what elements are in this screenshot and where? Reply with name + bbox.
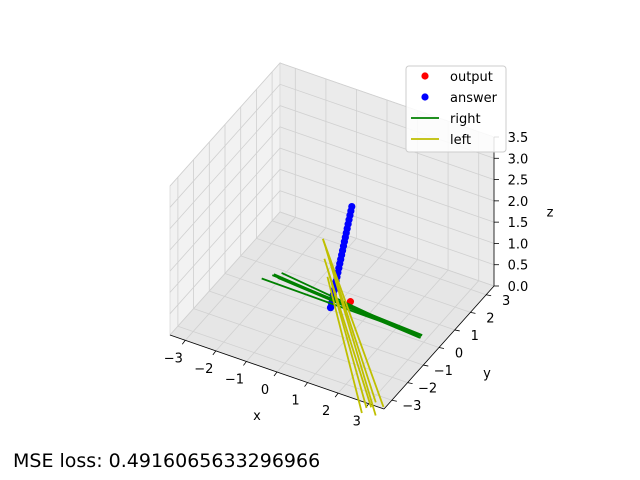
legend-box bbox=[405, 65, 507, 153]
y-tick bbox=[454, 329, 460, 332]
legend-marker-output bbox=[421, 72, 429, 80]
z-tick-label: 0.0 bbox=[508, 280, 529, 295]
y-tick-label: −1 bbox=[434, 364, 453, 379]
y-tick-label: 3 bbox=[502, 294, 510, 309]
grid-line-z bbox=[169, 168, 495, 293]
x-tick bbox=[243, 361, 247, 366]
x-tick-label: −2 bbox=[194, 362, 213, 377]
y-tick bbox=[486, 294, 492, 297]
grid-line-z bbox=[169, 105, 495, 229]
x-tick-label: −3 bbox=[164, 351, 183, 366]
z-tick-label: 3.5 bbox=[508, 131, 529, 146]
grid-line-z bbox=[169, 211, 495, 336]
y-tick bbox=[391, 399, 397, 402]
y-tick bbox=[470, 311, 476, 314]
z-tick-label: 1.5 bbox=[508, 216, 529, 231]
x-tick-label: 0 bbox=[261, 383, 269, 398]
x-axis-label: x bbox=[253, 409, 261, 424]
y-tick bbox=[438, 347, 445, 349]
legend-marker-answer bbox=[421, 93, 429, 101]
answer-point bbox=[348, 202, 356, 211]
legend-label-answer: answer bbox=[450, 91, 498, 106]
x-tick-label: −1 bbox=[225, 372, 244, 387]
left-line-segment bbox=[325, 248, 377, 416]
right-line-segment bbox=[281, 272, 418, 338]
z-axis-label: z bbox=[547, 206, 554, 221]
z-tick-label: 1.0 bbox=[508, 237, 529, 252]
legend-label-output: output bbox=[450, 70, 493, 85]
grid-line-z bbox=[169, 190, 495, 314]
left-line-segment bbox=[326, 268, 368, 409]
y-tick-label: −2 bbox=[418, 382, 437, 397]
x-tick bbox=[273, 371, 278, 377]
legend: output answer right left bbox=[405, 65, 507, 153]
legend-label-left: left bbox=[450, 133, 471, 148]
legend-label-right: right bbox=[450, 112, 481, 127]
mse-loss-text: MSE loss: 0.4916065633296966 bbox=[13, 450, 321, 472]
x-tick bbox=[334, 392, 339, 398]
x-tick bbox=[304, 382, 308, 387]
x-tick-label: 1 bbox=[291, 394, 299, 409]
y-tick-label: 1 bbox=[471, 329, 479, 344]
y-tick bbox=[423, 364, 429, 367]
y-tick-label: 2 bbox=[486, 311, 494, 326]
z-tick-label: 2.0 bbox=[508, 195, 529, 210]
x-tick bbox=[212, 350, 217, 356]
y-tick-label: 0 bbox=[455, 347, 463, 362]
left-line-segment bbox=[322, 238, 385, 408]
z-tick-label: 2.5 bbox=[508, 174, 529, 189]
y-tick bbox=[407, 382, 413, 385]
x-tick-label: 3 bbox=[353, 415, 361, 430]
y-tick-label: −3 bbox=[402, 399, 421, 414]
x-tick bbox=[181, 340, 186, 345]
z-tick-label: 0.5 bbox=[508, 259, 529, 274]
grid-line-z bbox=[169, 147, 495, 272]
z-tick-label: 3.0 bbox=[508, 152, 529, 167]
x-tick-label: 2 bbox=[322, 404, 330, 419]
grid-line-z bbox=[169, 126, 495, 251]
left-line-segment bbox=[326, 276, 363, 414]
y-axis-label: y bbox=[483, 367, 491, 382]
